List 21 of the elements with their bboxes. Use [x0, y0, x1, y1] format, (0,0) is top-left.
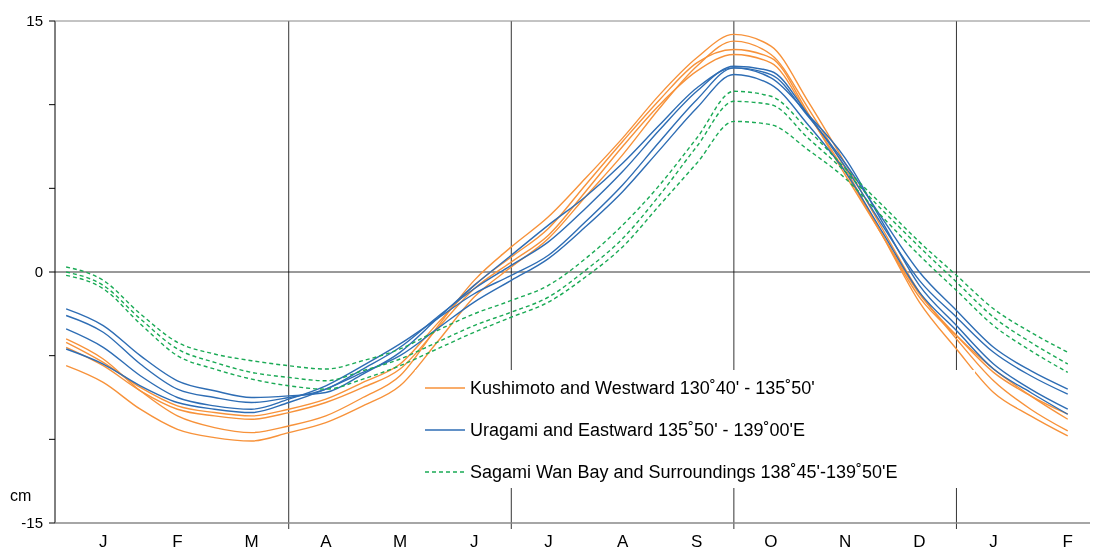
x-tick-label: J	[989, 532, 998, 551]
x-tick-label: M	[244, 532, 259, 551]
legend-label: Uragami and Eastward 135˚50' - 139˚00'E	[470, 420, 806, 441]
x-tick-label: O	[764, 532, 778, 551]
x-tick-label: F	[1062, 532, 1073, 551]
x-tick-label: S	[691, 532, 703, 551]
x-tick-label: N	[839, 532, 852, 551]
x-tick-label: D	[913, 532, 926, 551]
legend-label: Kushimoto and Westward 130˚40' - 135˚50'	[470, 378, 815, 399]
x-tick-label: J	[469, 532, 479, 551]
x-tick-label: A	[616, 532, 629, 551]
x-tick-label: M	[392, 532, 408, 551]
y-tick-label: 15	[26, 12, 43, 30]
y-tick-label: 0	[34, 263, 43, 281]
x-tick-label: F	[172, 532, 183, 551]
x-tick-label: J	[98, 532, 108, 551]
x-tick-label: A	[320, 532, 333, 551]
y-tick-label: -15	[21, 514, 43, 532]
x-tick-label: J	[544, 532, 553, 551]
y-axis-title: cm	[10, 487, 32, 504]
legend-label: Sagami Wan Bay and Surroundings 138˚45'-139˚50'E	[470, 462, 898, 483]
